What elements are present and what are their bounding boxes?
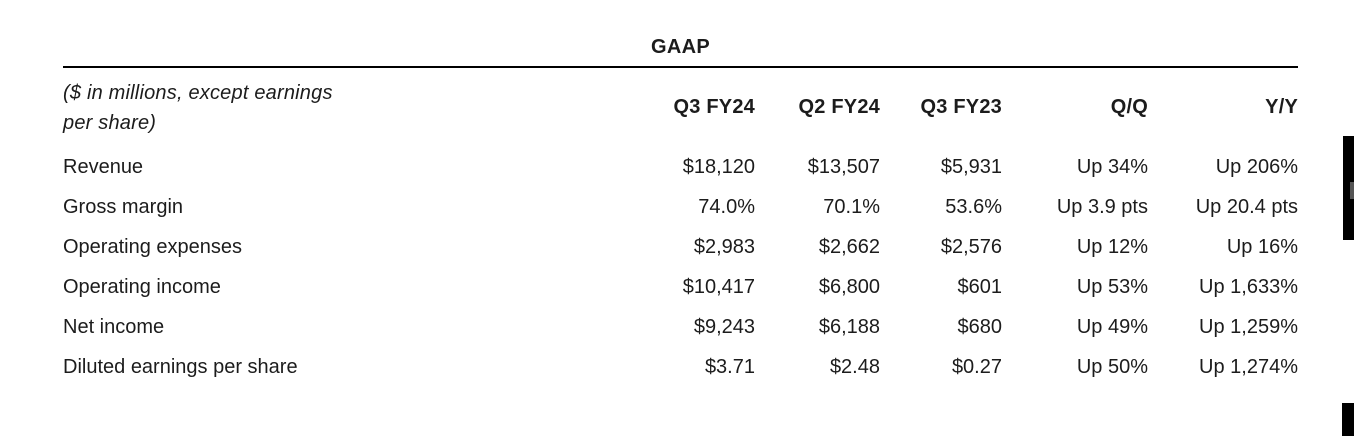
table-row-operating-expenses: Operating expenses $2,983 $2,662 $2,576 … — [63, 227, 1298, 267]
cell-value: 53.6% — [945, 195, 1002, 218]
cell-value: $6,188 — [818, 315, 880, 338]
cell-value: Up 50% — [1076, 355, 1148, 378]
cell-value: $6,800 — [818, 275, 880, 298]
cell-value: $2,983 — [693, 235, 755, 258]
group-header-row: GAAP — [63, 28, 1299, 68]
cell-value: $2.48 — [829, 355, 880, 378]
cell-value: Up 49% — [1076, 315, 1148, 338]
cell-value: Up 3.9 pts — [1056, 195, 1148, 218]
column-header-row: ($ in millions, except earnings per shar… — [63, 67, 1298, 147]
cell-value: $3.71 — [704, 355, 755, 378]
table-row-revenue: Revenue $18,120 $13,507 $5,931 Up 34% Up… — [63, 147, 1298, 187]
cell-value: $2,662 — [818, 235, 880, 258]
row-label: Net income — [63, 315, 165, 338]
gaap-group-header: GAAP — [63, 28, 1299, 68]
row-label: Diluted earnings per share — [63, 355, 298, 378]
cell-value: Up 1,633% — [1199, 275, 1299, 298]
cell-value: 74.0% — [698, 195, 755, 218]
scrollbar-corner-block — [1342, 403, 1354, 436]
units-note: ($ in millions, except earnings per shar… — [63, 67, 603, 147]
cell-value: Up 34% — [1076, 155, 1148, 178]
column-header-qoq: Q/Q — [1110, 96, 1148, 118]
row-label: Gross margin — [63, 195, 184, 218]
units-note-line1: ($ in millions, except earnings — [63, 81, 333, 104]
row-label: Revenue — [63, 155, 144, 178]
cell-value: Up 1,274% — [1199, 355, 1299, 378]
cell-value: $0.27 — [951, 355, 1002, 378]
cell-value: Up 12% — [1076, 235, 1148, 258]
cell-value: $680 — [957, 315, 1003, 338]
cell-value: $18,120 — [682, 155, 755, 178]
cell-value: $601 — [957, 275, 1003, 298]
column-header-q2fy24: Q2 FY24 — [798, 96, 880, 118]
cell-value: $10,417 — [682, 275, 755, 298]
column-header-q3fy24: Q3 FY24 — [673, 96, 755, 118]
column-header-q3fy23: Q3 FY23 — [920, 96, 1002, 118]
cell-value: Up 1,259% — [1199, 315, 1299, 338]
cell-value: Up 20.4 pts — [1195, 195, 1299, 218]
cell-value: $9,243 — [693, 315, 755, 338]
vertical-scrollbar[interactable] — [1343, 136, 1354, 240]
cell-value: $5,931 — [940, 155, 1002, 178]
cell-value: $2,576 — [940, 235, 1002, 258]
cell-value: Up 16% — [1226, 235, 1299, 258]
scrollbar-thumb[interactable] — [1350, 182, 1354, 199]
cell-value: 70.1% — [823, 195, 880, 218]
gaap-financial-table: GAAP ($ in millions, except earnings per… — [63, 28, 1299, 387]
table-row-diluted-eps: Diluted earnings per share $3.71 $2.48 $… — [63, 347, 1298, 387]
row-label: Operating income — [63, 275, 221, 298]
cell-value: Up 53% — [1076, 275, 1148, 298]
cell-value: Up 206% — [1215, 155, 1299, 178]
table-row-gross-margin: Gross margin 74.0% 70.1% 53.6% Up 3.9 pt… — [63, 187, 1298, 227]
column-header-yoy: Y/Y — [1265, 96, 1299, 118]
units-note-line2: per share) — [63, 111, 157, 134]
table-row-operating-income: Operating income $10,417 $6,800 $601 Up … — [63, 267, 1298, 307]
table-row-net-income: Net income $9,243 $6,188 $680 Up 49% Up … — [63, 307, 1298, 347]
row-label: Operating expenses — [63, 235, 243, 258]
cell-value: $13,507 — [807, 155, 880, 178]
